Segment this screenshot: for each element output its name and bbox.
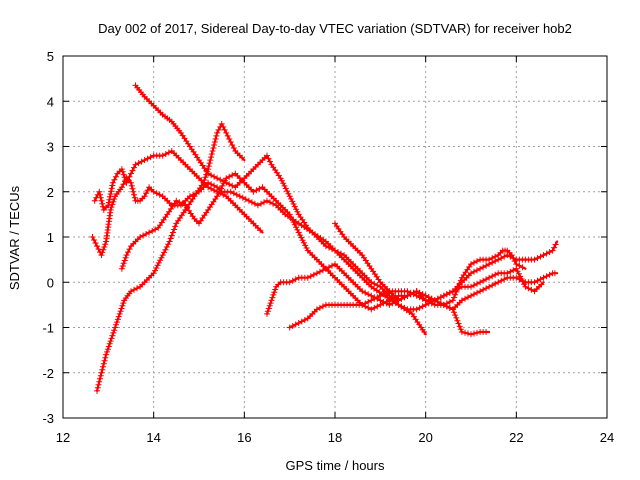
series-track-5 <box>118 170 559 313</box>
x-tick-label: 16 <box>237 430 251 445</box>
y-tick-labels: -3 -2 -1 0 1 2 3 4 5 <box>42 49 54 426</box>
y-tick-label: -1 <box>42 321 54 336</box>
y-tick-label: -2 <box>42 366 54 381</box>
plot-frame <box>62 55 608 419</box>
y-tick-label: 4 <box>47 94 54 109</box>
x-tick-label: 24 <box>600 430 614 445</box>
x-tick-label: 22 <box>509 430 523 445</box>
series-line <box>120 172 559 311</box>
series-track-1 <box>89 175 428 336</box>
x-tick-label: 14 <box>146 430 160 445</box>
series-layer <box>89 82 559 394</box>
x-tick-label: 12 <box>56 430 70 445</box>
series-markers <box>89 175 428 335</box>
series-markers <box>332 220 526 308</box>
x-tick-label: 18 <box>328 430 342 445</box>
gridlines <box>63 56 607 418</box>
x-tick-label: 20 <box>418 430 432 445</box>
series-track-8 <box>332 220 527 308</box>
y-tick-label: 3 <box>47 140 54 155</box>
y-tick-label: 0 <box>47 275 54 290</box>
series-line <box>91 177 427 336</box>
series-track-3 <box>94 120 246 394</box>
chart-title: Day 002 of 2017, Sidereal Day-to-day VTE… <box>98 21 572 36</box>
series-line <box>95 122 246 392</box>
y-tick-label: -3 <box>42 411 54 426</box>
y-axis-label: SDTVAR / TECUs <box>7 185 22 290</box>
series-markers <box>91 148 264 234</box>
x-tick-labels: 12 14 16 18 20 22 24 <box>56 430 614 445</box>
series-track-2 <box>91 148 264 234</box>
series-markers <box>94 120 246 394</box>
series-track-7 <box>286 265 545 331</box>
series-track-4 <box>132 82 559 313</box>
y-tick-label: 2 <box>47 185 54 200</box>
series-markers <box>132 82 559 313</box>
y-tick-label: 1 <box>47 230 54 245</box>
x-axis-label: GPS time / hours <box>286 458 385 473</box>
series-markers <box>286 265 545 331</box>
y-tick-label: 5 <box>47 49 54 64</box>
